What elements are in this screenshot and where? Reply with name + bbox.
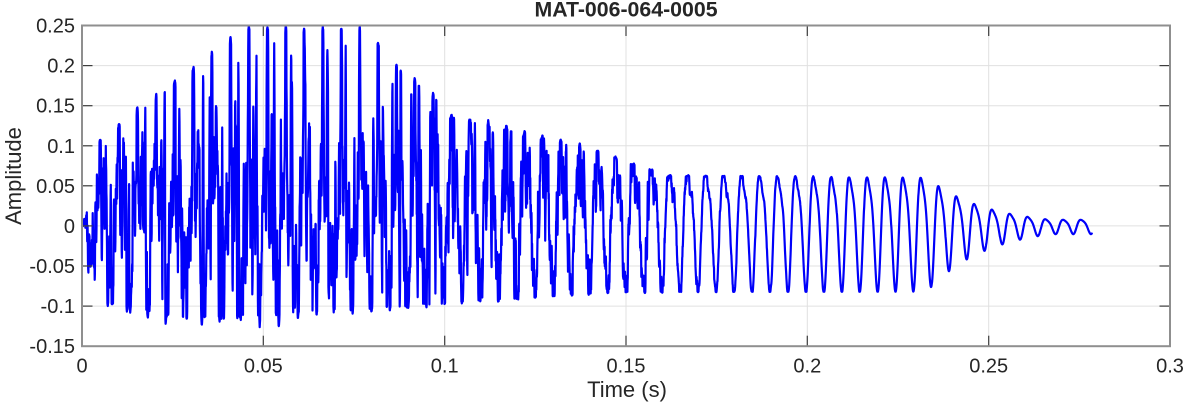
svg-text:0.3: 0.3 bbox=[1156, 356, 1184, 378]
svg-text:0: 0 bbox=[64, 216, 75, 238]
svg-text:0.05: 0.05 bbox=[36, 176, 75, 198]
svg-text:MAT-006-064-0005: MAT-006-064-0005 bbox=[534, 0, 717, 21]
svg-text:-0.1: -0.1 bbox=[41, 296, 75, 318]
svg-text:-0.05: -0.05 bbox=[29, 256, 75, 278]
svg-text:0.15: 0.15 bbox=[36, 96, 75, 118]
svg-text:0: 0 bbox=[76, 356, 87, 378]
svg-text:0.05: 0.05 bbox=[244, 356, 283, 378]
svg-text:0.2: 0.2 bbox=[47, 56, 75, 78]
svg-text:Amplitude: Amplitude bbox=[1, 127, 26, 225]
svg-text:0.25: 0.25 bbox=[36, 16, 75, 38]
svg-text:0.2: 0.2 bbox=[793, 356, 821, 378]
svg-text:0.25: 0.25 bbox=[969, 356, 1008, 378]
svg-text:0.1: 0.1 bbox=[47, 136, 75, 158]
svg-text:Time (s): Time (s) bbox=[587, 377, 667, 402]
svg-text:0.1: 0.1 bbox=[431, 356, 459, 378]
svg-text:-0.15: -0.15 bbox=[29, 336, 75, 358]
svg-text:0.15: 0.15 bbox=[607, 356, 646, 378]
